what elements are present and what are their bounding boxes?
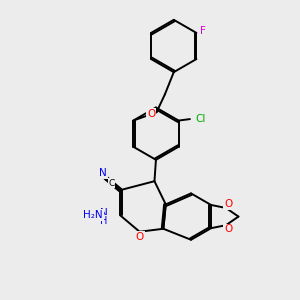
Text: C: C — [108, 179, 115, 188]
Text: N: N — [99, 169, 107, 178]
Text: O: O — [136, 232, 144, 242]
Text: O: O — [224, 224, 232, 234]
Text: N: N — [100, 208, 108, 218]
Text: O: O — [224, 199, 232, 209]
Text: Cl: Cl — [195, 114, 206, 124]
Text: H: H — [100, 216, 108, 226]
Text: H₂N: H₂N — [83, 210, 103, 220]
Text: F: F — [200, 26, 206, 36]
Text: O: O — [147, 109, 155, 119]
